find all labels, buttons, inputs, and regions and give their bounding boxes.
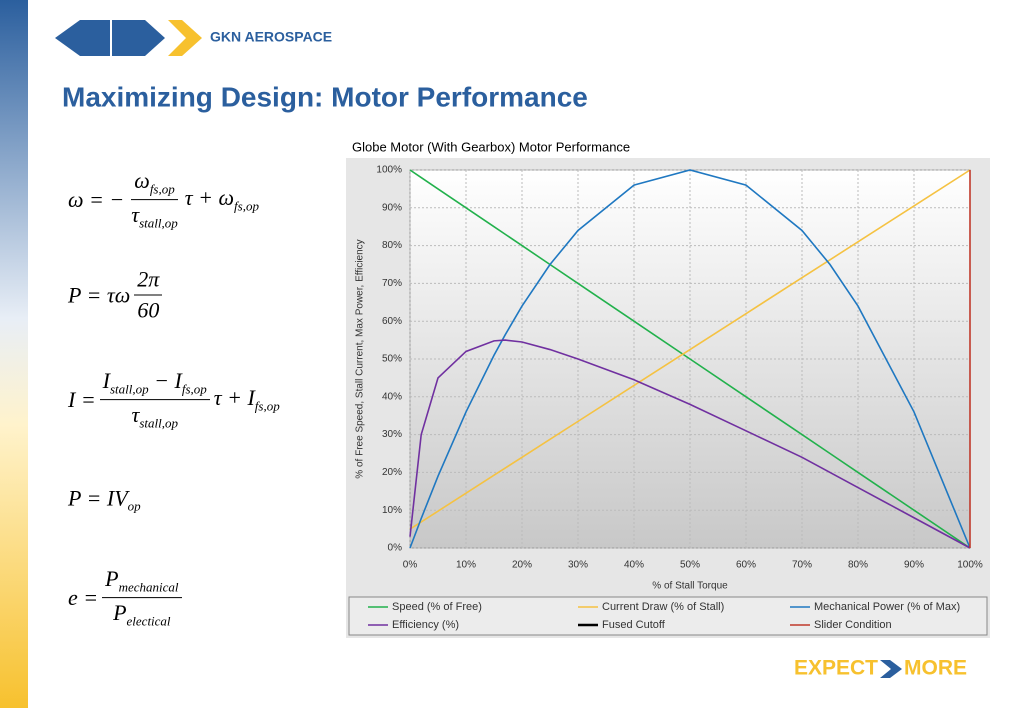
eq-text: τ [131,402,140,428]
y-tick-label: 60% [382,316,402,327]
eq-subscript: op [127,498,141,514]
eq-subscript: fs,op [181,381,207,397]
eq-fraction: 2π 60 [134,266,163,324]
chart-title: Globe Motor (With Gearbox) Motor Perform… [352,139,630,154]
eq-numerator: 2π [134,266,163,296]
series-line [409,169,971,549]
eq-text: τ + ω [184,185,235,211]
x-tick-label: 10% [456,560,476,571]
eq-lhs: P = IVop [68,485,141,514]
eq-denominator: 60 [134,296,162,324]
x-tick-label: 40% [624,560,644,571]
eq-text: τ + I [213,385,255,411]
x-tick-label: 50% [680,560,700,571]
equation: ω = − ωfs,op τstall,op τ + ωfs,op [68,168,259,232]
eq-text: I = [68,387,96,412]
eq-denominator: τstall,op [128,401,181,432]
eq-lhs: P = τω [68,282,130,308]
x-tick-label: 60% [736,560,756,571]
x-tick-label: 100% [957,560,983,571]
eq-fraction: Istall,op − Ifs,op τstall,op [99,368,210,432]
eq-numerator: ωfs,op [131,168,178,201]
eq-lhs: e = [68,585,98,611]
eq-text: P = IV [68,485,128,511]
eq-denominator: Pelectical [110,599,173,630]
y-tick-label: 10% [382,505,402,516]
eq-text: 60 [137,297,160,323]
y-tick-label: 20% [382,467,402,478]
legend-label: Fused Cutoff [602,619,666,631]
logo-text: GKN AEROSPACE [210,29,332,45]
equation: P = IVop [68,485,141,514]
logo [55,20,202,56]
eq-subscript: fs,op [254,398,280,414]
eq-subscript: stall,op [139,215,178,231]
eq-text: e = [68,585,99,610]
y-tick-label: 90% [382,202,402,213]
eq-text: τ [131,202,140,228]
y-tick-label: 100% [376,165,402,176]
eq-text: P [113,600,127,626]
eq-text: 2π [137,266,160,292]
slide-title: Maximizing Design: Motor Performance [62,81,588,112]
legend-label: Current Draw (% of Stall) [602,601,724,613]
legend [348,596,988,636]
footer-logo [880,660,902,678]
eq-rhs: τ + Ifs,op [214,385,280,414]
equation: e = Pmechanical Pelectical [68,566,182,630]
eq-lhs: ω = − [68,187,124,213]
x-tick-label: 80% [848,560,868,571]
series-line [409,169,971,530]
y-tick-label: 30% [382,429,402,440]
y-tick-label: 70% [382,278,402,289]
side-stripe [0,0,28,708]
eq-numerator: Pmechanical [102,566,182,599]
x-tick-label: 30% [568,560,588,571]
legend-label: Efficiency (%) [392,619,459,631]
equation: I = Istall,op − Ifs,op τstall,op τ + Ifs,op [68,368,280,432]
eq-text: − I [148,368,182,394]
footer-right: MORE [904,657,967,680]
eq-numerator: Istall,op − Ifs,op [99,368,210,401]
eq-text: ω = − [68,187,125,212]
eq-lhs: I = [68,387,96,413]
y-axis-label: % of Free Speed, Stall Current, Max Powe… [355,239,366,478]
legend-label: Slider Condition [814,619,892,631]
x-tick-label: 20% [512,560,532,571]
eq-denominator: τstall,op [128,201,181,232]
eq-fraction: Pmechanical Pelectical [102,566,182,630]
eq-subscript: fs,op [149,181,175,197]
y-tick-label: 40% [382,391,402,402]
eq-subscript: mechanical [118,579,179,595]
equation: P = τω 2π 60 [68,266,163,324]
x-tick-label: 90% [904,560,924,571]
eq-rhs: τ + ωfs,op [185,185,259,214]
series-line [409,339,971,549]
x-tick-label: 70% [792,560,812,571]
legend-label: Mechanical Power (% of Max) [814,601,960,613]
eq-subscript: stall,op [110,381,149,397]
eq-text: P = τω [68,282,131,307]
y-tick-label: 50% [382,354,402,365]
eq-subscript: fs,op [234,198,259,214]
eq-fraction: ωfs,op τstall,op [128,168,181,232]
x-axis-label: % of Stall Torque [652,581,728,592]
series-line [409,169,971,549]
eq-text: I [102,368,110,394]
y-tick-label: 80% [382,240,402,251]
eq-subscript: electical [126,613,171,629]
y-tick-label: 0% [388,543,403,554]
x-tick-label: 0% [403,560,418,571]
eq-text: P [105,566,119,592]
legend-label: Speed (% of Free) [392,601,482,613]
eq-subscript: stall,op [139,415,178,431]
footer-left: EXPECT [794,657,878,680]
eq-text: ω [134,168,150,194]
